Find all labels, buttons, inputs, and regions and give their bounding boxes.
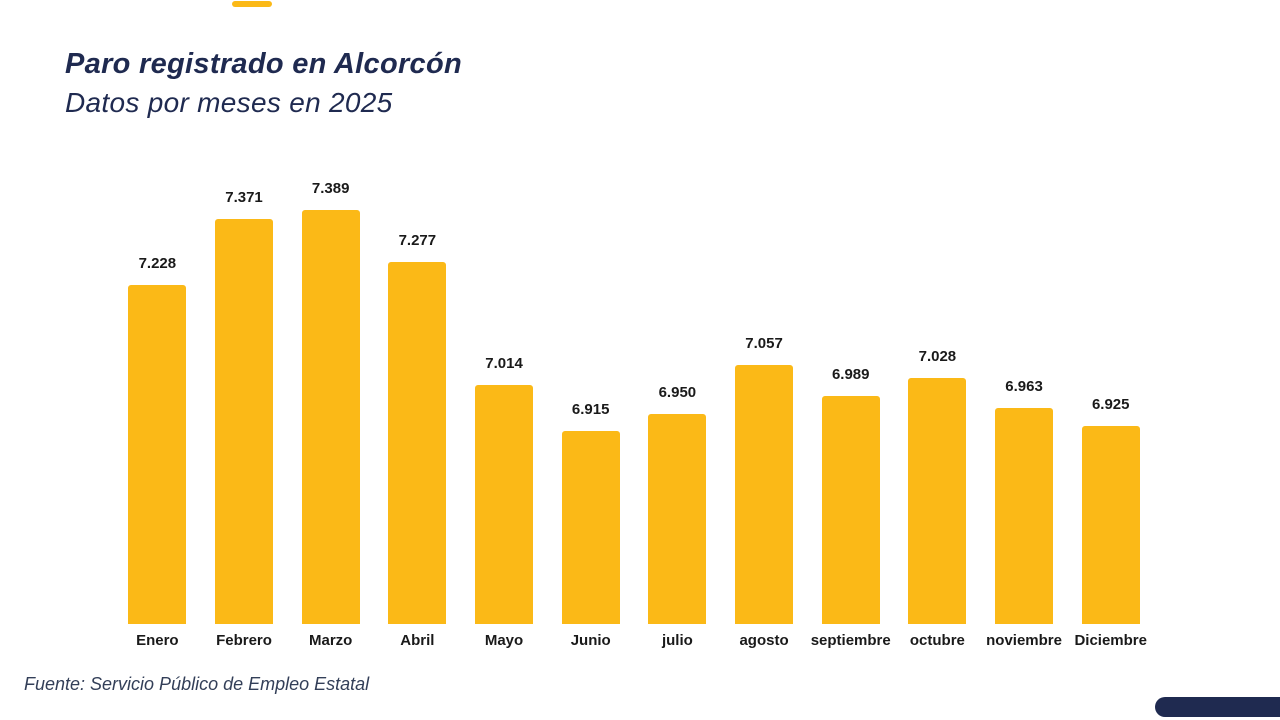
bar (128, 285, 187, 624)
bar-value-label: 7.057 (745, 335, 783, 352)
bar-category-label: Febrero (216, 632, 272, 649)
bar (821, 396, 880, 624)
bar (735, 365, 794, 624)
bar (301, 210, 360, 624)
bar-value-label: 7.389 (311, 180, 350, 197)
bar-value-label: 7.277 (398, 232, 437, 249)
bar-column: 7.277 Abril (374, 164, 461, 654)
bar-plot-area: 7.028 (894, 164, 981, 624)
bar-category-label: agosto (739, 632, 789, 649)
bar-category-label: Abril (400, 632, 435, 649)
bar-category-label: Junio (570, 632, 611, 649)
bar-value-label: 7.228 (138, 255, 177, 272)
bar-plot-area: 6.950 (634, 164, 721, 624)
bar-value-label: 6.950 (658, 384, 697, 401)
bar-category-label: Mayo (484, 632, 524, 649)
bar-column: 6.925 Diciembre (1067, 164, 1154, 654)
bar-plot-area: 7.014 (461, 164, 548, 624)
bar (561, 431, 620, 624)
bar (215, 219, 273, 624)
bar-value-label: 7.371 (225, 189, 263, 206)
bar-category-label: octubre (909, 632, 965, 649)
bar-value-label: 6.989 (831, 366, 870, 383)
bar-value-label: 7.014 (485, 355, 523, 372)
decoration-navy-pill (1155, 697, 1280, 717)
bar-column: 6.963 noviembre (981, 164, 1068, 654)
bar-plot-area: 6.915 (547, 164, 634, 624)
bar-value-label: 7.028 (918, 348, 957, 365)
bar-column: 7.014 Mayo (461, 164, 548, 654)
bar (475, 385, 534, 624)
bar-plot-area: 7.228 (114, 164, 201, 624)
bar-value-label: 6.915 (571, 401, 610, 418)
bar-plot-area: 7.389 (287, 164, 374, 624)
bar-column: 7.228 Enero (114, 164, 201, 654)
chart-title: Paro registrado en Alcorcón (65, 48, 463, 80)
bar (1081, 426, 1140, 624)
bar-chart: 7.228 Enero 7.371 Febrero 7.389 Marzo 7.277 Abr… (114, 164, 1154, 654)
bar-column: 7.057 agosto (721, 164, 808, 654)
bar-category-label: julio (661, 632, 693, 649)
bar-category-label: Enero (136, 632, 179, 649)
bar-column: 6.989 septiembre (807, 164, 894, 654)
bar-plot-area: 7.057 (721, 164, 808, 624)
bar (388, 262, 447, 624)
bar-column: 7.028 octubre (894, 164, 981, 654)
bar-column: 7.389 Marzo (287, 164, 374, 654)
bar-category-label: Diciembre (1074, 632, 1147, 649)
bar-column: 7.371 Febrero (201, 164, 288, 654)
bar (995, 408, 1054, 624)
bar-column: 6.915 Junio (547, 164, 634, 654)
bar-category-label: Marzo (309, 632, 353, 649)
chart-subtitle: Datos por meses en 2025 (65, 87, 393, 118)
bar-category-label: noviembre (986, 632, 1062, 649)
bar (908, 378, 967, 624)
bar-plot-area: 6.963 (981, 164, 1068, 624)
bar-plot-area: 6.925 (1067, 164, 1154, 624)
chart-header: Paro registrado en Alcorcón Datos por me… (65, 48, 462, 119)
bar-value-label: 6.925 (1091, 396, 1130, 413)
bar-plot-area: 7.277 (374, 164, 461, 624)
bar (648, 414, 707, 624)
source-note: Fuente: Servicio Público de Empleo Estat… (24, 674, 370, 694)
bar-plot-area: 7.371 (201, 164, 288, 624)
bar-category-label: septiembre (810, 632, 891, 649)
bar-value-label: 6.963 (1005, 378, 1043, 395)
bar-column: 6.950 julio (634, 164, 721, 654)
decoration-yellow-dash (232, 1, 272, 7)
bar-plot-area: 6.989 (807, 164, 894, 624)
